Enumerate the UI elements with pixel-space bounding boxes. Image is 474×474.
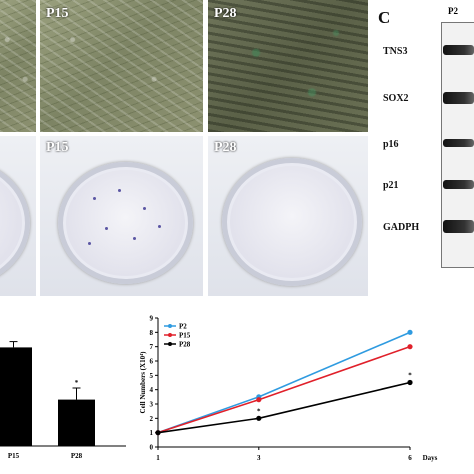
colony-dot [93,197,96,200]
x-tick-label: 6 [408,454,412,462]
colony-dot [88,242,91,245]
y-tick-label: 5 [150,372,154,380]
y-tick-label: 8 [150,329,154,337]
petri-dish [0,158,30,288]
wb-label-gadph: GADPH [383,222,420,233]
wb-band-p21 [443,180,474,189]
data-point [155,430,161,436]
petri-dish [222,158,362,286]
y-tick-label: 3 [150,401,154,409]
colony-dot [158,225,161,228]
y-tick-label: 1 [150,429,154,437]
series-line-p2 [157,331,411,434]
legend-label: P15 [179,332,191,340]
micrograph-p15: P15 [40,0,203,132]
wb-label-p21: p21 [383,180,399,191]
legend-marker [168,342,172,346]
colony-dot [143,207,146,210]
legend-label: P2 [179,323,187,331]
colony-dot [118,189,121,192]
micrograph-p28: P28 [208,0,368,132]
x-axis-title: Days [423,454,438,462]
colony-dish-p28-label: P28 [214,140,237,155]
wb-band-p16 [443,139,474,147]
bar [0,347,32,446]
wb-band-tns3 [443,45,474,55]
data-point [256,397,262,403]
x-tick-label: 3 [257,454,261,462]
micrograph-p2-partial [0,0,36,132]
y-tick-label: 7 [150,343,154,351]
significance-star: * [75,379,79,387]
y-tick-label: 6 [150,358,154,366]
bar-chart: P15 * P28 [0,341,126,460]
petri-dish [58,162,193,284]
colony-dish-p28: P28 [208,136,368,296]
wb-band-sox2 [443,92,474,104]
bar-category-label: P15 [8,452,20,460]
legend-label: P28 [179,341,191,349]
data-point [407,344,413,350]
wb-label-p16: p16 [383,139,399,150]
x-tick-label: 1 [156,454,160,462]
bar-category-label: P28 [71,452,83,460]
y-axis-title: Cell Numbers (X10⁴) [140,351,147,414]
micrograph-p15-label: P15 [46,6,69,21]
micrograph-p28-label: P28 [214,6,237,21]
bar [58,399,95,446]
colony-dot [133,237,136,240]
panel-c-label: C [378,8,391,27]
wb-band-gadph [443,220,474,233]
colony-dish-p2-partial [0,136,36,296]
panel-c-lane-header: P2 [448,6,458,16]
y-tick-label: 4 [150,386,154,394]
legend-marker [168,333,172,337]
y-tick-label: 0 [150,444,154,452]
data-point [256,415,262,421]
significance-star: * [408,372,412,380]
y-tick-label: 9 [150,315,154,323]
colony-dish-p15: P15 [40,136,203,296]
data-point [407,379,413,386]
wb-label-tns3: TNS3 [383,46,408,57]
significance-star: * [257,407,261,415]
y-tick-label: 2 [150,415,154,423]
colony-dish-p15-label: P15 [46,140,69,155]
legend-marker [168,324,172,328]
wb-label-sox2: SOX2 [383,93,409,104]
colony-dot [105,227,108,230]
data-point [407,329,413,335]
series-line-p15 [157,345,411,434]
